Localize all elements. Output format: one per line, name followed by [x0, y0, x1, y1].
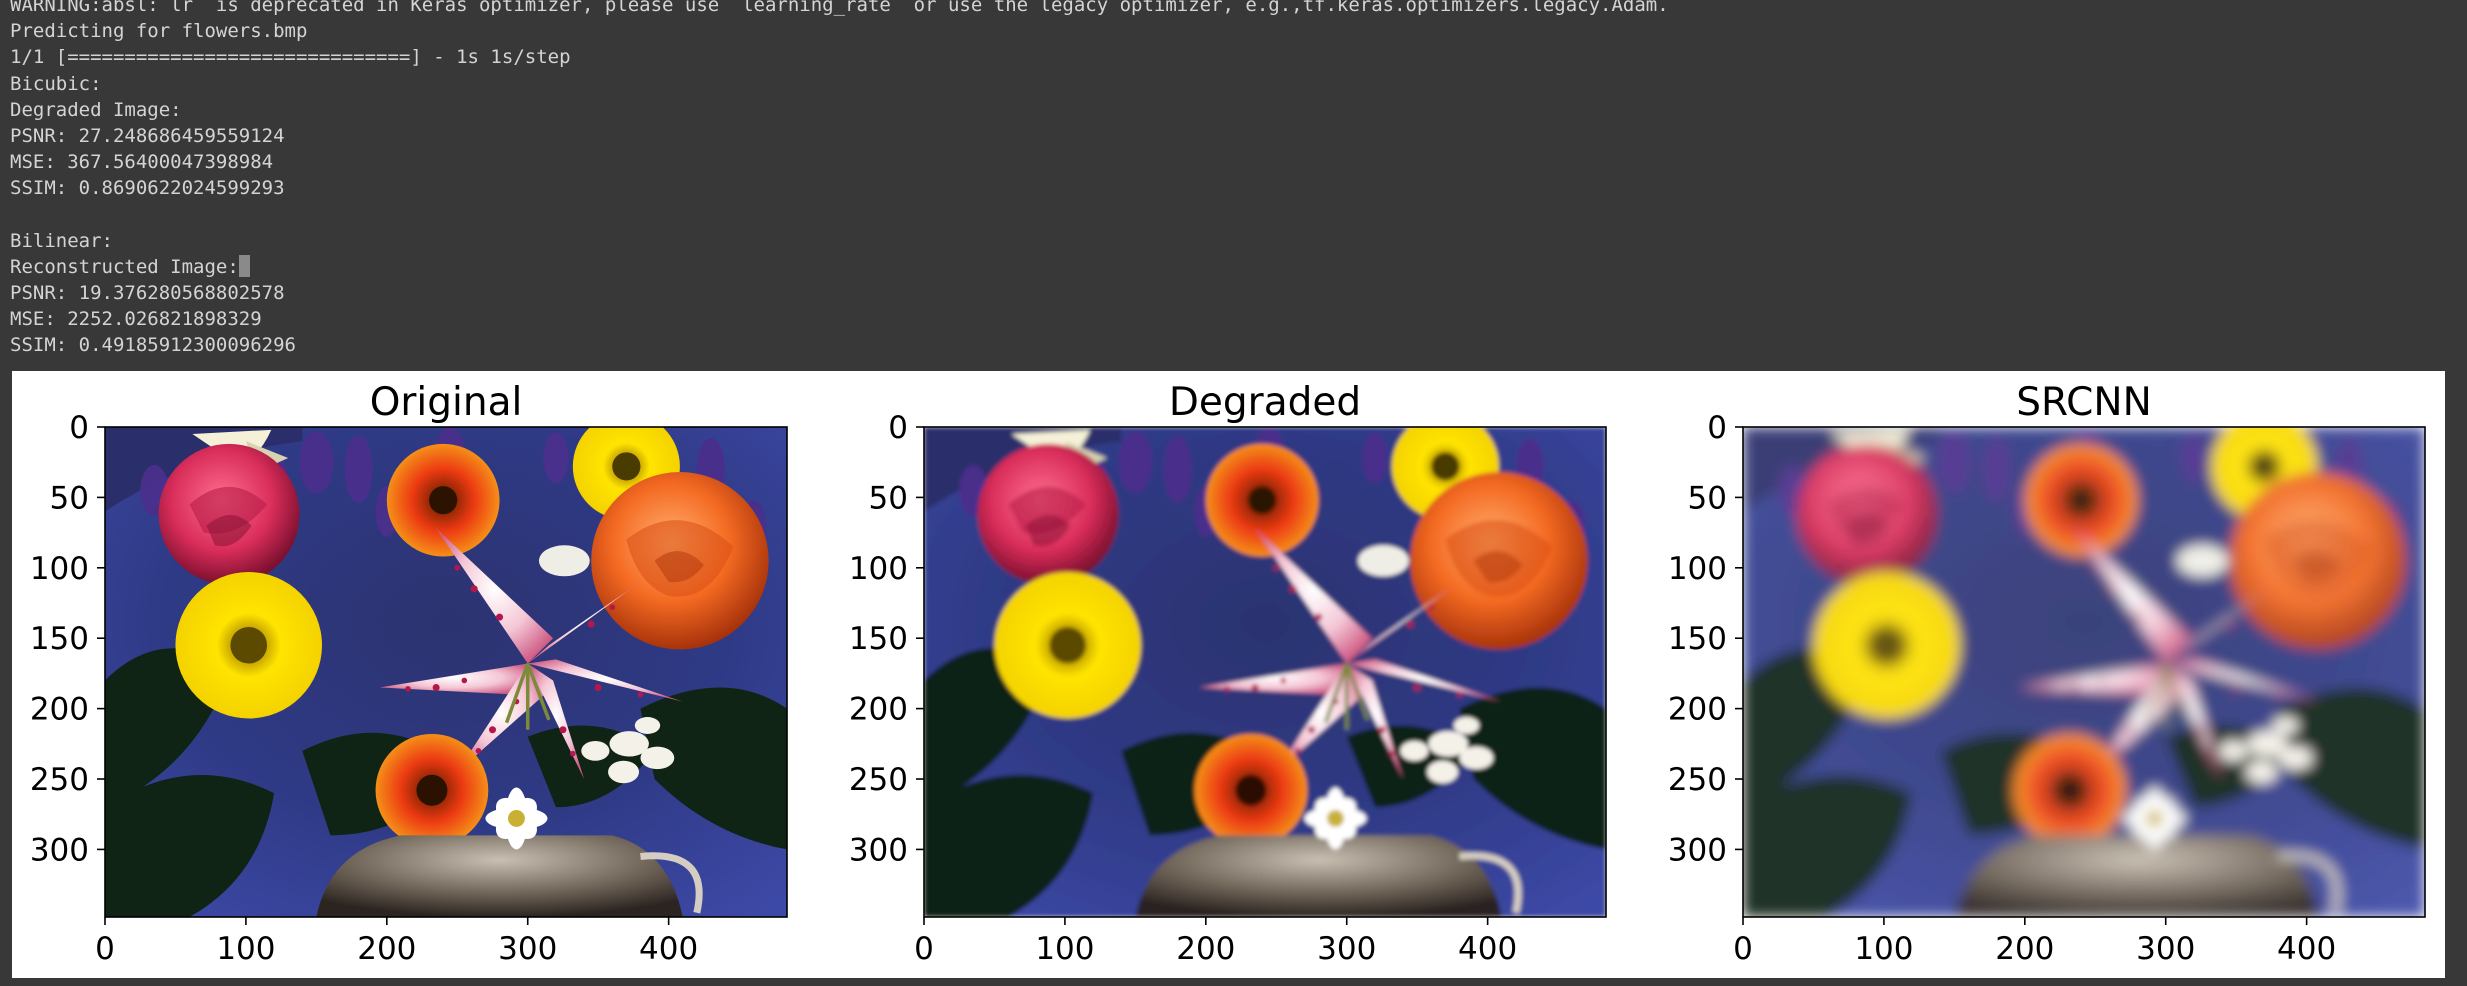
console-line: PSNR: 27.248686459559124	[10, 124, 285, 147]
console-line: Reconstructed Image:	[10, 254, 2450, 280]
console-line: MSE: 2252.026821898329	[10, 308, 262, 331]
console-line	[10, 202, 2450, 228]
y-tick-label: 300	[30, 832, 89, 868]
axes-frame	[923, 426, 1607, 918]
console-output: WARNING:absl:`lr` is deprecated in Keras…	[10, 0, 2450, 359]
x-tick-label: 400	[639, 931, 698, 967]
console-line: PSNR: 19.376280568802578	[10, 282, 285, 305]
panel-title: SRCNN	[2016, 380, 2152, 425]
console-line: Degraded Image:	[10, 98, 182, 121]
console-line: SSIM: 0.49185912300096296	[10, 334, 296, 357]
y-tick-label: 300	[849, 832, 908, 868]
x-tick-label: 400	[2277, 931, 2336, 967]
y-tick-label: 300	[1668, 832, 1727, 868]
x-tick-label: 400	[1458, 931, 1517, 967]
y-tick-label: 0	[69, 410, 89, 446]
x-tick-label: 0	[95, 931, 115, 967]
console-line-text: Reconstructed Image:	[10, 255, 239, 278]
y-tick-label: 150	[849, 621, 908, 657]
x-tick-label: 200	[1995, 931, 2054, 967]
panel-title: Degraded	[1169, 380, 1361, 425]
console-line: SSIM: 0.8690622024599293	[10, 177, 285, 200]
console-line: Predicting for flowers.bmp	[10, 20, 308, 43]
image-panel: SRCNN 0 100 200 300 400 0 50 100 150 200 250 300	[1668, 380, 2426, 967]
y-tick-label: 250	[849, 762, 908, 798]
axes-frame	[1742, 426, 2426, 918]
console-line: MSE: 367.56400047398984	[10, 151, 274, 174]
y-tick-label: 100	[1668, 551, 1727, 587]
x-tick-label: 0	[914, 931, 934, 967]
flower-image	[924, 413, 1606, 917]
y-tick-label: 150	[1668, 621, 1727, 657]
x-tick-label: 100	[1854, 931, 1913, 967]
y-tick-label: 250	[1668, 762, 1727, 798]
x-tick-label: 300	[1317, 931, 1376, 967]
y-tick-label: 250	[30, 762, 89, 798]
x-tick-label: 200	[357, 931, 416, 967]
y-tick-label: 200	[1668, 692, 1727, 728]
axes-frame	[104, 426, 788, 918]
x-tick-label: 300	[2136, 931, 2195, 967]
flower-image	[105, 413, 787, 917]
console-line: Bilinear:	[10, 229, 113, 252]
y-tick-label: 100	[30, 551, 89, 587]
x-tick-label: 300	[498, 931, 557, 967]
y-tick-label: 200	[30, 692, 89, 728]
image-panel: Degraded 0 100 200 300 400 0 50 100 150 200 250 300	[849, 380, 1607, 967]
x-tick-label: 0	[1733, 931, 1753, 967]
console-line: Bicubic:	[10, 72, 102, 95]
output-figure: Original 0 100 200 300 400 0 50 100 150 200 250 300 D…	[12, 371, 2445, 978]
y-tick-label: 50	[50, 480, 89, 516]
y-tick-label: 200	[849, 692, 908, 728]
x-tick-label: 100	[1035, 931, 1094, 967]
image-panel: Original 0 100 200 300 400 0 50 100 150 200 250 300	[30, 380, 788, 967]
y-tick-label: 50	[869, 480, 908, 516]
console-line: 1/1 [==============================] - 1…	[10, 46, 571, 69]
y-tick-label: 50	[1688, 480, 1727, 516]
y-tick-label: 0	[1707, 410, 1727, 446]
panel-title: Original	[370, 380, 523, 425]
y-tick-label: 150	[30, 621, 89, 657]
y-tick-label: 0	[888, 410, 908, 446]
text-cursor	[238, 254, 250, 277]
x-tick-label: 100	[216, 931, 275, 967]
flower-image	[1743, 413, 2425, 917]
console-line: WARNING:absl:`lr` is deprecated in Keras…	[10, 0, 1669, 16]
y-tick-label: 100	[849, 551, 908, 587]
x-tick-label: 200	[1176, 931, 1235, 967]
